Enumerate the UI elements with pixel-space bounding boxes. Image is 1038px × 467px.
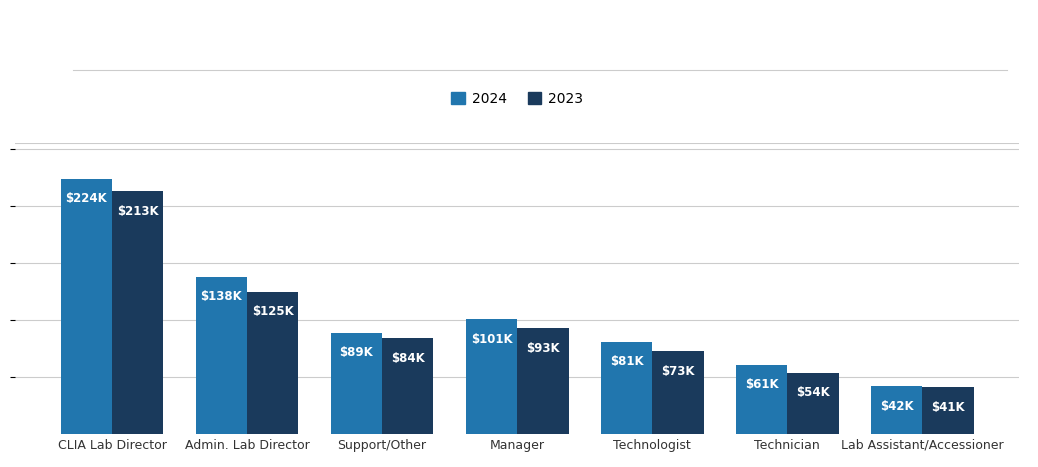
Bar — [871, 386, 923, 434]
Bar — [652, 351, 704, 434]
Text: $42K: $42K — [880, 400, 913, 413]
Text: $224K: $224K — [65, 192, 107, 205]
Text: $84K: $84K — [391, 352, 425, 365]
Text: $81K: $81K — [609, 355, 644, 368]
Bar — [736, 365, 787, 434]
Text: $61K: $61K — [745, 378, 778, 391]
Bar — [601, 342, 652, 434]
Bar — [382, 338, 434, 434]
Bar — [466, 319, 517, 434]
Bar — [517, 328, 569, 434]
Text: $41K: $41K — [931, 401, 965, 414]
Bar — [112, 191, 163, 434]
Bar — [60, 178, 112, 434]
Text: $101K: $101K — [470, 333, 513, 346]
Text: $73K: $73K — [661, 365, 694, 377]
Bar — [787, 373, 839, 434]
Text: $89K: $89K — [339, 347, 374, 359]
Bar — [247, 291, 298, 434]
Legend: 2024, 2023: 2024, 2023 — [445, 86, 589, 111]
Bar — [923, 387, 974, 434]
Bar — [196, 276, 247, 434]
Text: $93K: $93K — [526, 342, 559, 355]
Text: $125K: $125K — [252, 305, 294, 318]
Text: $138K: $138K — [200, 290, 242, 304]
Text: $213K: $213K — [117, 205, 159, 218]
Bar — [331, 333, 382, 434]
Text: $54K: $54K — [796, 386, 829, 399]
